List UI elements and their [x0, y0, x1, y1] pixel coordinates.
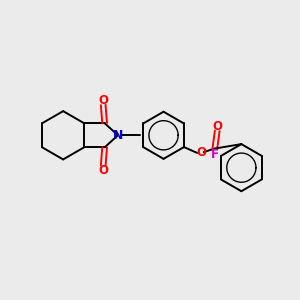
- Text: N: N: [113, 129, 123, 142]
- Text: O: O: [212, 120, 222, 133]
- Text: O: O: [196, 146, 206, 159]
- Text: O: O: [98, 94, 108, 107]
- Text: O: O: [98, 164, 108, 177]
- Text: F: F: [211, 148, 219, 161]
